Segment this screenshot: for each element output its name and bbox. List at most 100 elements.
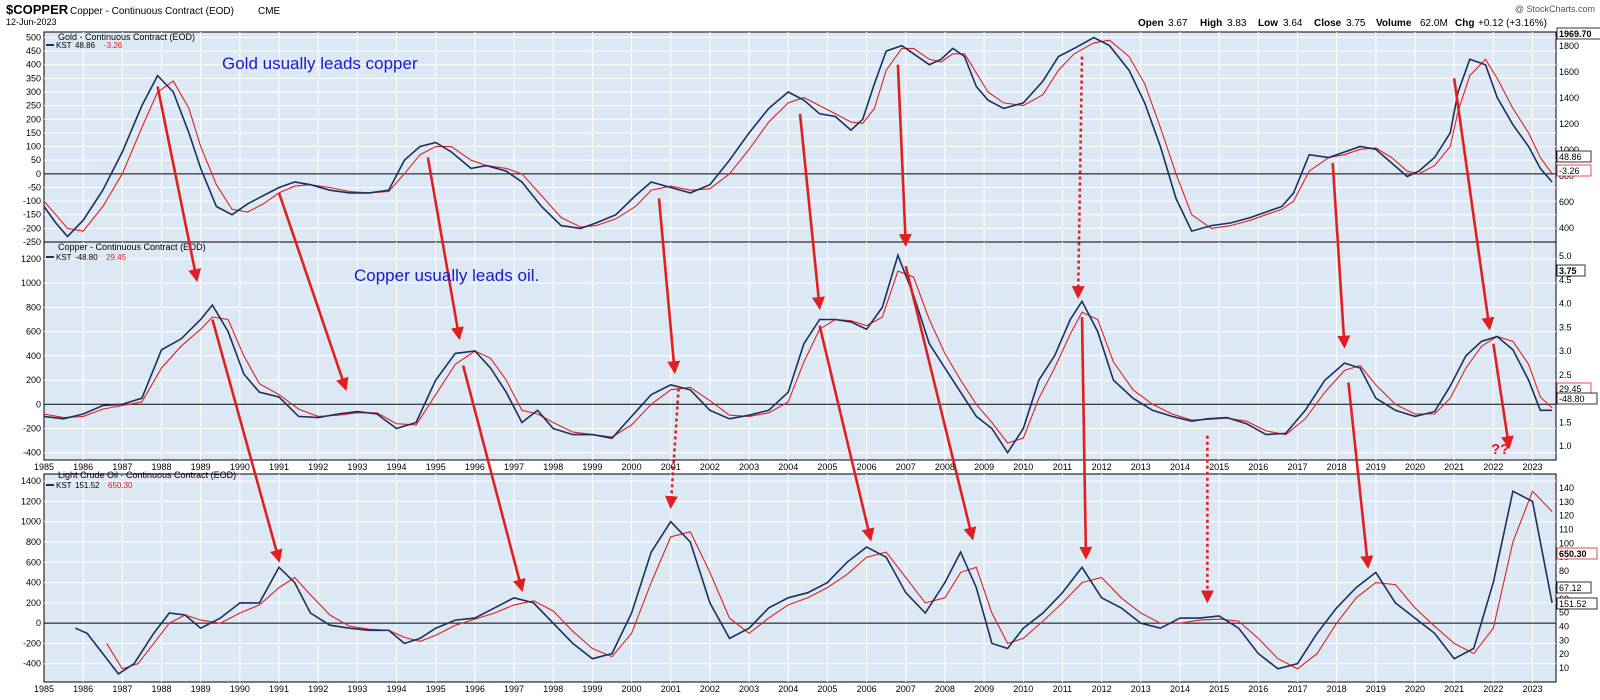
oil-x-tick-label: 1994 [387, 684, 407, 694]
copper-y-tick-label: 0 [36, 399, 41, 409]
open-value: 3.67 [1168, 18, 1188, 29]
oil-x-tick-label: 2001 [661, 684, 681, 694]
gold-y-tick-label: -200 [23, 223, 41, 233]
oil-price-tick-label: 140 [1559, 483, 1574, 493]
copper-x-tick-label: 1998 [543, 462, 563, 472]
lead-arrow-1 [156, 86, 202, 283]
oil-value-badge [1556, 597, 1598, 610]
lead-arrow-2 [277, 192, 349, 392]
lead-arrow-14 [904, 265, 977, 541]
copper-x-tick-label: 2004 [778, 462, 798, 472]
oil-x-tick-label: 2019 [1366, 684, 1386, 694]
copper-kst-legend: KST -48.80 29.45 [46, 253, 127, 262]
oil-x-tick-label: 2013 [1131, 684, 1151, 694]
copper-value-badge-text: 3.75 [1559, 266, 1577, 276]
close-label: Close [1314, 18, 1342, 29]
copper-x-tick-label: 2009 [974, 462, 994, 472]
copper-price-tick-label: 5.0 [1559, 251, 1572, 261]
copper-x-tick-label: 2002 [700, 462, 720, 472]
lead-arrow-6 [896, 64, 912, 248]
copper-plot-area [43, 241, 1557, 461]
oil-x-tick-label: 2004 [778, 684, 798, 694]
gold-y-tick-label: 50 [31, 155, 41, 165]
lead-arrow-7 [1071, 56, 1085, 300]
copper-x-tick-label: 2008 [935, 462, 955, 472]
copper-y-tick-label: 800 [26, 302, 41, 312]
copper-x-tick-label: 2018 [1327, 462, 1347, 472]
gold-y-tick-label: -150 [23, 210, 41, 220]
gold-price-tick-label: 1200 [1559, 119, 1579, 129]
copper-kst-value: -48.80 [75, 253, 98, 262]
lead-arrow-3 [426, 157, 464, 341]
panel-copper: 1200 1000 800 600 400 200 0 -200 -400 5.0 4.5 4.0 3.… [21, 241, 1598, 461]
copper-price-tick-label: 3.5 [1559, 322, 1572, 332]
gold-kst-legend: KST 48.86 -3.26 [46, 41, 123, 50]
oil-x-tick-label: 2003 [739, 684, 759, 694]
header-date: 12-Jun-2023 [6, 17, 57, 27]
copper-y-tick-label: 1000 [21, 278, 41, 288]
chg-value: +0.12 (+3.16%) [1478, 18, 1547, 29]
oil-x-tick-label: 1993 [347, 684, 367, 694]
copper-y-tick-label: 1200 [21, 254, 41, 264]
oil-y-tick-label: 200 [26, 598, 41, 608]
high-label: High [1200, 18, 1222, 29]
gold-y-tick-label: 450 [26, 46, 41, 56]
oil-x-tick-label: 2009 [974, 684, 994, 694]
gold-value-badge-text: 48.86 [1559, 152, 1582, 162]
oil-x-tick-label: 2021 [1444, 684, 1464, 694]
oil-price-tick-label: 80 [1559, 566, 1569, 576]
copper-kst-label: KST [56, 253, 72, 262]
copper-x-tick-label: 1987 [112, 462, 132, 472]
copper-x-tick-label: 1990 [230, 462, 250, 472]
copper-x-tick-label: 1999 [582, 462, 602, 472]
oil-price-tick-label: 130 [1559, 497, 1574, 507]
copper-x-tick-label: 2015 [1209, 462, 1229, 472]
oil-y-tick-label: 800 [26, 537, 41, 547]
oil-price-tick-label: 20 [1559, 649, 1569, 659]
oil-y-tick-label: 600 [26, 557, 41, 567]
gold-signal-value: -3.26 [104, 41, 123, 50]
gold-value-badge [1556, 164, 1592, 177]
copper-x-tick-label: 2000 [622, 462, 642, 472]
low-label: Low [1258, 18, 1278, 29]
copper-x-tick-label: 1986 [73, 462, 93, 472]
lead-arrow-18 [1492, 343, 1514, 450]
copper-x-tick-label: 1993 [347, 462, 367, 472]
copper-x-tick-label: 2010 [1013, 462, 1033, 472]
oil-y-tick-label: -400 [23, 659, 41, 669]
oil-x-tick-label: 2020 [1405, 684, 1425, 694]
gold-y-tick-label: -100 [23, 196, 41, 206]
copper-value-badge-text: 29.45 [1559, 384, 1582, 394]
oil-x-tick-label: 1985 [34, 684, 54, 694]
copper-x-tick-label: 1988 [151, 462, 171, 472]
copper-x-tick-label: 2005 [817, 462, 837, 472]
header-exchange: CME [258, 6, 281, 17]
panel-oil: 1400 1200 1000 800 600 400 200 0 -200 -400 140 130 1… [21, 473, 1598, 683]
arrows-layer [156, 56, 1514, 604]
oil-x-tick-label: 2014 [1170, 684, 1190, 694]
copper-x-tick-label: 2016 [1248, 462, 1268, 472]
oil-y-tick-label: 400 [26, 578, 41, 588]
oil-x-tick-label: 1999 [582, 684, 602, 694]
oil-x-tick-label: 2016 [1248, 684, 1268, 694]
copper-value-badge [1556, 264, 1586, 277]
oil-signal-value: 650.30 [108, 481, 133, 490]
oil-value-badge-text: 67.12 [1559, 583, 1582, 593]
oil-kst-line [74, 490, 1553, 675]
copper-x-tick-label: 2013 [1131, 462, 1151, 472]
copper-x-tick-label: 1996 [465, 462, 485, 472]
lead-arrow-13 [818, 325, 875, 542]
copper-price-tick-label: 4.0 [1559, 299, 1572, 309]
oil-y-tick-label: 1000 [21, 517, 41, 527]
copper-price-tick-label: 1.5 [1559, 417, 1572, 427]
gold-y-tick-label: -50 [28, 182, 41, 192]
oil-x-tick-label: 2008 [935, 684, 955, 694]
gold-y-tick-label: 500 [26, 32, 41, 42]
copper-x-tick-label: 2001 [661, 462, 681, 472]
oil-kst-label: KST [56, 481, 72, 490]
copper-x-tick-label: 2014 [1170, 462, 1190, 472]
copper-x-tick-label: 1994 [387, 462, 407, 472]
panel-gold: 500450400350300250200150100500-50-100-15… [23, 27, 1600, 247]
oil-x-tick-label: 2005 [817, 684, 837, 694]
